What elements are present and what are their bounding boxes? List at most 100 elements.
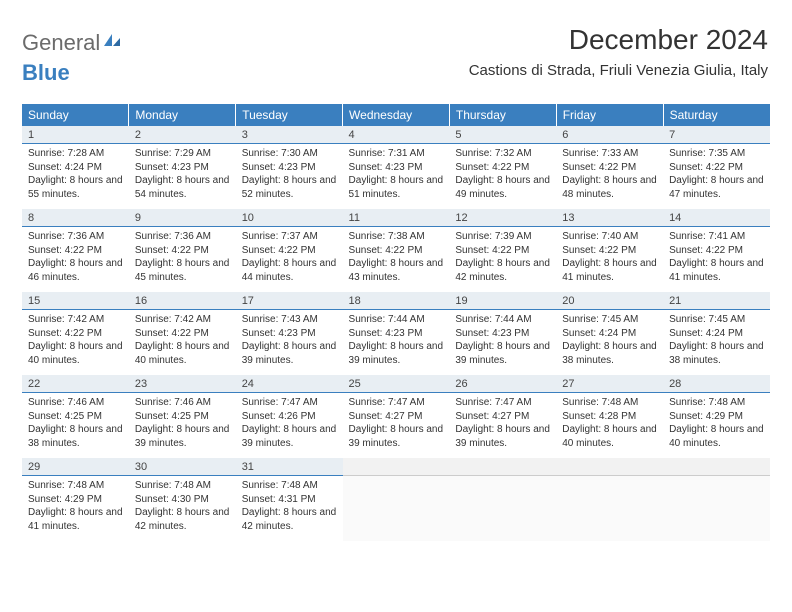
sunrise-text: Sunrise: 7:44 AM: [349, 313, 444, 327]
daylight-text: Daylight: 8 hours and 39 minutes.: [242, 423, 337, 450]
sunset-text: Sunset: 4:24 PM: [28, 161, 123, 175]
day-content-cell: Sunrise: 7:42 AMSunset: 4:22 PMDaylight:…: [129, 310, 236, 376]
day-number-cell: 7: [663, 126, 770, 144]
sunset-text: Sunset: 4:26 PM: [242, 410, 337, 424]
weekday-header: Monday: [129, 104, 236, 126]
day-number-cell: 18: [343, 292, 450, 310]
daylight-text: Daylight: 8 hours and 42 minutes.: [455, 257, 550, 284]
daylight-text: Daylight: 8 hours and 48 minutes.: [562, 174, 657, 201]
sunrise-text: Sunrise: 7:30 AM: [242, 147, 337, 161]
day-number-cell: [449, 458, 556, 476]
day-content-cell: Sunrise: 7:41 AMSunset: 4:22 PMDaylight:…: [663, 227, 770, 293]
daylight-text: Daylight: 8 hours and 38 minutes.: [669, 340, 764, 367]
day-content-cell: [556, 476, 663, 542]
sunrise-text: Sunrise: 7:41 AM: [669, 230, 764, 244]
sunrise-text: Sunrise: 7:36 AM: [135, 230, 230, 244]
day-content-cell: Sunrise: 7:48 AMSunset: 4:28 PMDaylight:…: [556, 393, 663, 459]
sunset-text: Sunset: 4:22 PM: [28, 244, 123, 258]
sunrise-text: Sunrise: 7:44 AM: [455, 313, 550, 327]
daylight-text: Daylight: 8 hours and 55 minutes.: [28, 174, 123, 201]
day-number-cell: 14: [663, 209, 770, 227]
day-content-cell: Sunrise: 7:43 AMSunset: 4:23 PMDaylight:…: [236, 310, 343, 376]
month-title: December 2024: [469, 24, 768, 56]
day-content-cell: Sunrise: 7:37 AMSunset: 4:22 PMDaylight:…: [236, 227, 343, 293]
day-number-cell: 20: [556, 292, 663, 310]
day-number-cell: 22: [22, 375, 129, 393]
sunset-text: Sunset: 4:25 PM: [135, 410, 230, 424]
sunset-text: Sunset: 4:22 PM: [135, 244, 230, 258]
daylight-text: Daylight: 8 hours and 38 minutes.: [28, 423, 123, 450]
sunrise-text: Sunrise: 7:48 AM: [28, 479, 123, 493]
sunset-text: Sunset: 4:22 PM: [669, 244, 764, 258]
day-content-cell: Sunrise: 7:45 AMSunset: 4:24 PMDaylight:…: [663, 310, 770, 376]
day-content-cell: Sunrise: 7:35 AMSunset: 4:22 PMDaylight:…: [663, 144, 770, 210]
day-number-cell: 26: [449, 375, 556, 393]
daylight-text: Daylight: 8 hours and 46 minutes.: [28, 257, 123, 284]
day-content-cell: Sunrise: 7:28 AMSunset: 4:24 PMDaylight:…: [22, 144, 129, 210]
sunset-text: Sunset: 4:22 PM: [669, 161, 764, 175]
day-number-cell: 30: [129, 458, 236, 476]
sunset-text: Sunset: 4:31 PM: [242, 493, 337, 507]
day-content-cell: Sunrise: 7:36 AMSunset: 4:22 PMDaylight:…: [129, 227, 236, 293]
weekday-header: Tuesday: [236, 104, 343, 126]
sunset-text: Sunset: 4:22 PM: [28, 327, 123, 341]
sunrise-text: Sunrise: 7:42 AM: [28, 313, 123, 327]
daylight-text: Daylight: 8 hours and 42 minutes.: [242, 506, 337, 533]
sunrise-text: Sunrise: 7:48 AM: [135, 479, 230, 493]
day-content-cell: Sunrise: 7:30 AMSunset: 4:23 PMDaylight:…: [236, 144, 343, 210]
day-number-cell: 11: [343, 209, 450, 227]
day-number-cell: 5: [449, 126, 556, 144]
day-content-cell: Sunrise: 7:44 AMSunset: 4:23 PMDaylight:…: [343, 310, 450, 376]
day-content-cell: Sunrise: 7:42 AMSunset: 4:22 PMDaylight:…: [22, 310, 129, 376]
sunrise-text: Sunrise: 7:32 AM: [455, 147, 550, 161]
day-number-cell: 8: [22, 209, 129, 227]
sunrise-text: Sunrise: 7:42 AM: [135, 313, 230, 327]
sunrise-text: Sunrise: 7:35 AM: [669, 147, 764, 161]
sunrise-text: Sunrise: 7:45 AM: [669, 313, 764, 327]
daylight-text: Daylight: 8 hours and 42 minutes.: [135, 506, 230, 533]
sunset-text: Sunset: 4:23 PM: [135, 161, 230, 175]
daylight-text: Daylight: 8 hours and 41 minutes.: [28, 506, 123, 533]
day-number-row: 293031: [22, 458, 770, 476]
sunrise-text: Sunrise: 7:48 AM: [242, 479, 337, 493]
sunrise-text: Sunrise: 7:48 AM: [562, 396, 657, 410]
day-number-cell: [663, 458, 770, 476]
sunset-text: Sunset: 4:22 PM: [455, 161, 550, 175]
daylight-text: Daylight: 8 hours and 49 minutes.: [455, 174, 550, 201]
day-content-cell: Sunrise: 7:48 AMSunset: 4:31 PMDaylight:…: [236, 476, 343, 542]
daylight-text: Daylight: 8 hours and 44 minutes.: [242, 257, 337, 284]
sunset-text: Sunset: 4:23 PM: [242, 327, 337, 341]
weekday-header: Friday: [556, 104, 663, 126]
day-content-cell: Sunrise: 7:46 AMSunset: 4:25 PMDaylight:…: [129, 393, 236, 459]
daylight-text: Daylight: 8 hours and 45 minutes.: [135, 257, 230, 284]
day-content-cell: Sunrise: 7:48 AMSunset: 4:29 PMDaylight:…: [663, 393, 770, 459]
sunrise-text: Sunrise: 7:47 AM: [349, 396, 444, 410]
day-content-cell: Sunrise: 7:38 AMSunset: 4:22 PMDaylight:…: [343, 227, 450, 293]
day-content-cell: Sunrise: 7:40 AMSunset: 4:22 PMDaylight:…: [556, 227, 663, 293]
sunset-text: Sunset: 4:27 PM: [455, 410, 550, 424]
day-number-cell: 1: [22, 126, 129, 144]
sunset-text: Sunset: 4:23 PM: [455, 327, 550, 341]
day-number-cell: 16: [129, 292, 236, 310]
day-content-row: Sunrise: 7:36 AMSunset: 4:22 PMDaylight:…: [22, 227, 770, 293]
daylight-text: Daylight: 8 hours and 40 minutes.: [669, 423, 764, 450]
daylight-text: Daylight: 8 hours and 54 minutes.: [135, 174, 230, 201]
sunrise-text: Sunrise: 7:47 AM: [455, 396, 550, 410]
sunset-text: Sunset: 4:24 PM: [669, 327, 764, 341]
daylight-text: Daylight: 8 hours and 39 minutes.: [455, 340, 550, 367]
sunrise-text: Sunrise: 7:38 AM: [349, 230, 444, 244]
sunset-text: Sunset: 4:22 PM: [455, 244, 550, 258]
daylight-text: Daylight: 8 hours and 40 minutes.: [135, 340, 230, 367]
logo-text-blue: Blue: [22, 60, 70, 85]
day-content-cell: Sunrise: 7:48 AMSunset: 4:29 PMDaylight:…: [22, 476, 129, 542]
sunrise-text: Sunrise: 7:36 AM: [28, 230, 123, 244]
sunrise-text: Sunrise: 7:28 AM: [28, 147, 123, 161]
day-number-cell: 19: [449, 292, 556, 310]
day-content-cell: [663, 476, 770, 542]
daylight-text: Daylight: 8 hours and 39 minutes.: [135, 423, 230, 450]
weekday-header: Saturday: [663, 104, 770, 126]
sunrise-text: Sunrise: 7:46 AM: [135, 396, 230, 410]
day-number-row: 22232425262728: [22, 375, 770, 393]
day-content-cell: Sunrise: 7:48 AMSunset: 4:30 PMDaylight:…: [129, 476, 236, 542]
day-content-row: Sunrise: 7:46 AMSunset: 4:25 PMDaylight:…: [22, 393, 770, 459]
